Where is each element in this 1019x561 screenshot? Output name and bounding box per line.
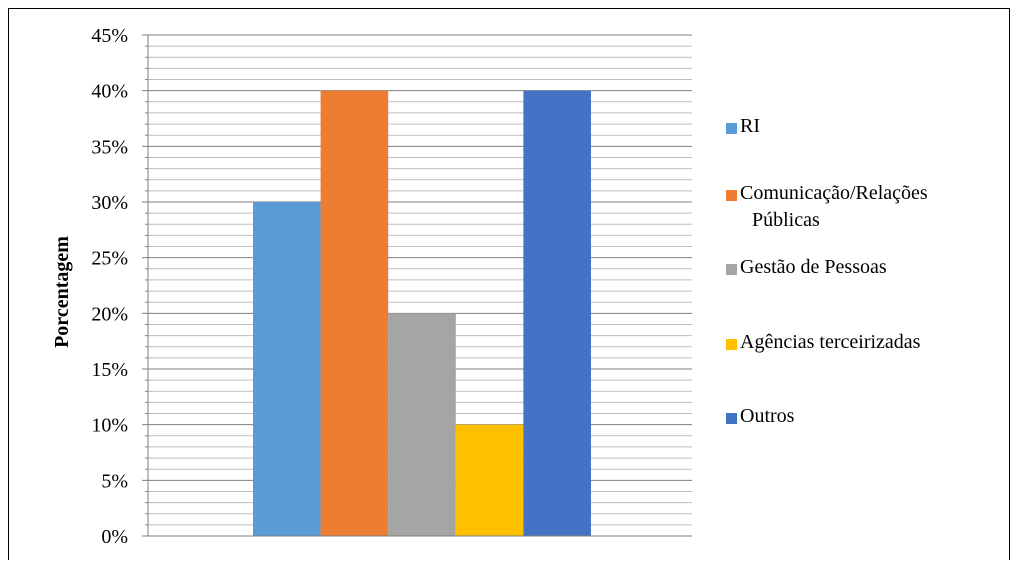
bar-2 xyxy=(320,90,389,537)
legend-label: Gestão de Pessoas xyxy=(740,256,887,278)
legend-label: Outros xyxy=(740,405,795,427)
y-tick-label: 35% xyxy=(91,136,128,158)
legend-swatch xyxy=(726,123,737,134)
y-tick-label: 40% xyxy=(91,81,128,103)
bar-1 xyxy=(253,202,321,536)
legend-swatch xyxy=(726,339,737,350)
legend-swatch xyxy=(726,190,737,201)
y-tick-labels: 0% 5% 10% 15% 20% 25% 30% 35% 40% 45% xyxy=(91,25,128,548)
y-tick-label: 10% xyxy=(91,415,128,437)
y-tick-label: 45% xyxy=(91,25,128,47)
legend-swatch xyxy=(726,413,737,424)
legend-label: Comunicação/Relações Públicas xyxy=(740,182,928,231)
legend: RI Comunicação/Relações Públicas Gestão de … xyxy=(726,115,928,427)
y-tick-label: 0% xyxy=(101,526,128,548)
bar-3 xyxy=(388,313,456,536)
chart-frame xyxy=(8,8,1010,560)
y-tick-label: 25% xyxy=(91,248,128,270)
legend-label: RI xyxy=(740,115,760,137)
bars xyxy=(253,90,591,537)
y-tick-label: 30% xyxy=(91,192,128,214)
bar-5 xyxy=(523,90,591,537)
legend-swatch xyxy=(726,264,737,275)
bar-4 xyxy=(455,424,524,536)
legend-label: Agências terceirizadas xyxy=(740,331,921,353)
y-tick-label: 20% xyxy=(91,303,128,325)
y-tick-label: 5% xyxy=(101,470,128,492)
y-axis-label: Porcentagem xyxy=(51,236,73,348)
axes xyxy=(142,34,692,537)
y-tick-label: 15% xyxy=(91,359,128,381)
